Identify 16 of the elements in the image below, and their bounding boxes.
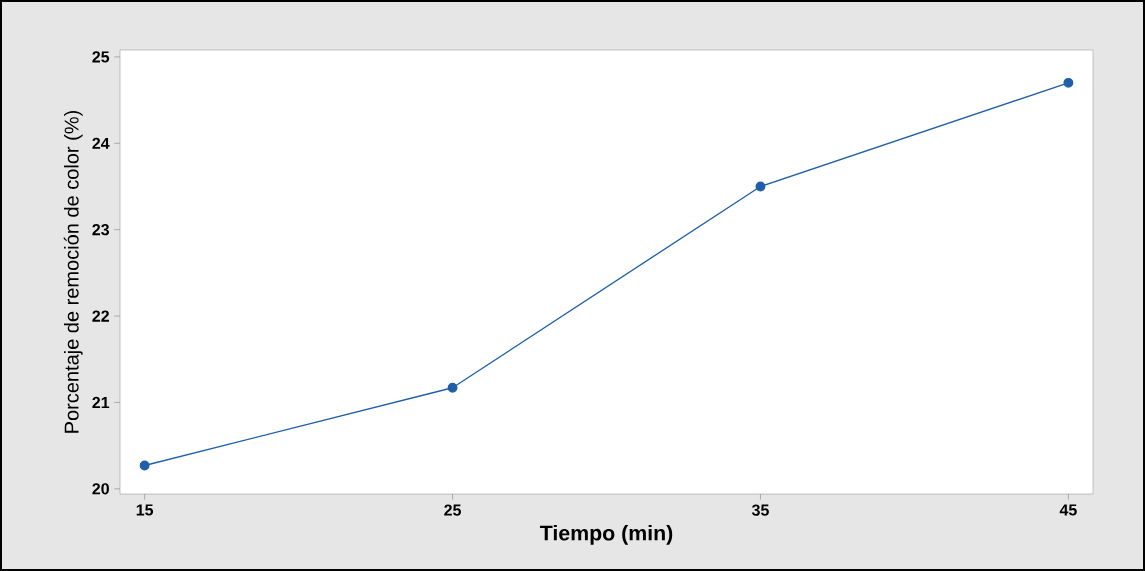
- y-axis-title: Porcentaje de remoción de color (%): [63, 111, 83, 433]
- point: [1063, 77, 1074, 88]
- y-tick-label: 24: [92, 137, 110, 149]
- x-tick-label: 35: [751, 504, 769, 516]
- y-tick-label: 25: [92, 51, 110, 63]
- x-tick-label: 25: [444, 504, 461, 516]
- y-tick-label: 21: [92, 396, 110, 409]
- point: [139, 460, 150, 471]
- point: [447, 382, 458, 393]
- x-axis-title: Tiempo (min): [539, 524, 673, 545]
- y-tick-label: 20: [92, 483, 109, 495]
- y-tick-label: 23: [92, 224, 110, 236]
- y-tick-label: 22: [92, 310, 109, 322]
- x-tick-label: 45: [1059, 504, 1077, 516]
- x-tick-label: 15: [136, 504, 154, 516]
- point: [755, 181, 766, 192]
